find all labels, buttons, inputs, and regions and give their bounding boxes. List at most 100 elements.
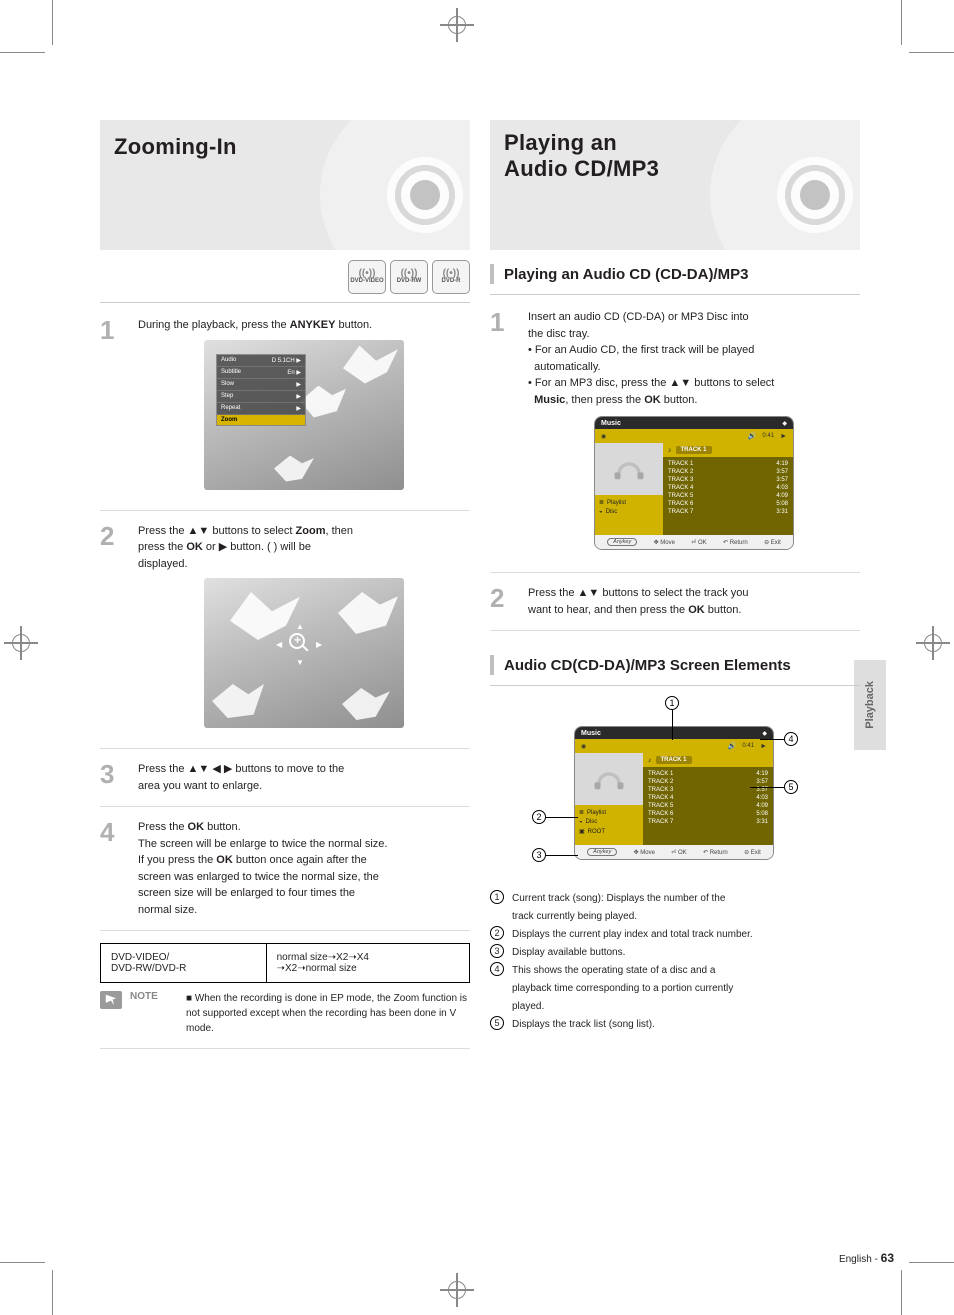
crop-mark [52, 0, 53, 45]
toolbar-time: 0:41 [742, 743, 754, 749]
callout-5: 5 [784, 780, 798, 794]
step-separator [100, 748, 470, 749]
table-row[interactable]: TRACK 44:03 [668, 485, 788, 491]
album-art [595, 443, 663, 495]
leader-line [546, 817, 578, 818]
disc-graphic [320, 120, 470, 250]
step-3: 3 Press the ▲▼ ◀ ▶ buttons to move to th… [100, 761, 470, 794]
annotated-ui-wrapper: Music ◆ ◉ 🔊 0:41 ► ≣Playlist ◒Disc [490, 700, 860, 880]
badge-dvd-r: ((•))DVD-R [432, 260, 470, 294]
disc-icon: ◉ [601, 433, 606, 440]
play-icon: ► [760, 743, 767, 750]
track-list: TRACK 14:19 TRACK 23:57 TRACK 33:57 TRAC… [663, 457, 793, 535]
crop-mark [909, 52, 954, 53]
table-row[interactable]: TRACK 33:57 [668, 477, 788, 483]
step-1: 1 During the playback, press the ANYKEY … [100, 317, 470, 498]
step-separator [100, 510, 470, 511]
rule [100, 1048, 470, 1049]
legend-item: 4This shows the operating state of a dis… [490, 962, 860, 1016]
table-row[interactable]: TRACK 73:31 [668, 509, 788, 515]
speaker-icon: 🔊 [728, 742, 737, 750]
table-row[interactable]: TRACK 14:19 [648, 771, 768, 777]
legend-item: 3Display available buttons. [490, 944, 860, 962]
step-4-text: Press the OK button. The screen will be … [138, 819, 470, 918]
list-item[interactable]: ≣Playlist [579, 809, 639, 816]
step-2-text: Press the ▲▼ buttons to select Zoom, the… [138, 523, 470, 573]
table-row[interactable]: TRACK 54:09 [648, 803, 768, 809]
list-item[interactable]: ▣ROOT [579, 828, 639, 835]
track-list: TRACK 14:19 TRACK 23:57 TRACK 33:57 TRAC… [643, 767, 773, 845]
crop-mark [0, 1262, 45, 1263]
callout-2: 2 [532, 810, 546, 824]
step-4: 4 Press the OK button. The screen will b… [100, 819, 470, 918]
registration-mark [440, 24, 474, 26]
step-2: 2 Press the ▲▼ buttons to select Zoom, t… [100, 523, 470, 737]
registration-mark [20, 626, 22, 660]
table-row[interactable]: TRACK 54:09 [668, 493, 788, 499]
right-step-2-text: Press the ▲▼ buttons to select the track… [528, 585, 860, 618]
leader-line [546, 855, 578, 856]
callout-3: 3 [532, 848, 546, 862]
zoom-table: DVD-VIDEO/DVD-RW/DVD-R normal size➝X2➝X4… [100, 943, 470, 983]
registration-mark [440, 1289, 474, 1291]
feature-header-right: Playing an Audio CD/MP3 [490, 120, 860, 250]
step-separator [490, 572, 860, 573]
feature-header-left: Zooming-In [100, 120, 470, 250]
down-arrow-icon: ▼ [296, 658, 304, 667]
crop-mark [901, 1270, 902, 1315]
table-row[interactable]: TRACK 65:08 [648, 811, 768, 817]
table-row[interactable]: TRACK 23:57 [668, 469, 788, 475]
left-arrow-icon: ◀ [276, 640, 282, 649]
legend-item: 2Displays the current play index and tot… [490, 926, 860, 944]
rule [100, 302, 470, 303]
table-row[interactable]: TRACK 14:19 [668, 461, 788, 467]
crop-mark [0, 52, 45, 53]
note-block: NOTE ■ When the recording is done in EP … [100, 991, 470, 1036]
current-track[interactable]: TRACK 1 [656, 756, 692, 764]
step-separator [100, 930, 470, 931]
crop-mark [909, 1262, 954, 1263]
table-row[interactable]: TRACK 23:57 [648, 779, 768, 785]
toolbar-time: 0:41 [762, 433, 774, 439]
table-cell-zoom: normal size➝X2➝X4➝X2➝normal size [267, 944, 469, 982]
speaker-icon: 🔊 [748, 432, 757, 440]
section-heading: Playing an Audio CD (CD-DA)/MP3 [490, 264, 860, 284]
music-player-ui: Music ◆ ◉ 🔊 0:41 ► ≣Playlist ◒Disc [574, 726, 774, 860]
current-track[interactable]: TRACK 1 [676, 446, 712, 454]
section-heading-label: Playing an Audio CD (CD-DA)/MP3 [504, 266, 748, 283]
music-note-icon: ♪ [648, 757, 652, 764]
screenshot-zoom: ▲ ▼ ◀ ▶ [204, 578, 404, 728]
anykey-button[interactable]: Anykey [587, 848, 617, 856]
step-separator [490, 630, 860, 631]
table-row[interactable]: TRACK 44:03 [648, 795, 768, 801]
section-heading: Audio CD(CD-DA)/MP3 Screen Elements [490, 655, 860, 675]
music-note-icon: ♪ [668, 447, 672, 454]
disc-icon: ◉ [581, 743, 586, 750]
legend-item: 5Displays the track list (song list). [490, 1016, 860, 1034]
list-item[interactable]: ≣Playlist [599, 499, 659, 506]
table-row[interactable]: TRACK 73:31 [648, 819, 768, 825]
list-item[interactable]: ◒Disc [599, 509, 659, 515]
badge-dvd-video: ((•))DVD-VIDEO [348, 260, 386, 294]
rule [490, 685, 860, 686]
rule [490, 294, 860, 295]
right-arrow-icon: ▶ [316, 640, 322, 649]
album-art [575, 753, 643, 805]
ui-footer: Anykey ✥ Move ⏎ OK ↶ Return ⊖ Exit [575, 845, 773, 859]
crop-mark [901, 0, 902, 45]
anykey-button[interactable]: Anykey [607, 538, 637, 546]
media-badges: ((•))DVD-VIDEO ((•))DVD-RW ((•))DVD-R [100, 260, 470, 296]
section-heading-label: Audio CD(CD-DA)/MP3 Screen Elements [504, 657, 791, 674]
disc-graphic [710, 120, 860, 250]
music-player-ui: Music ◆ ◉ 🔊 0:41 ► ≣Pla [594, 416, 794, 550]
play-icon: ► [780, 433, 787, 440]
screenshot-menu: AudioD 5.1CH ▶ SubtitleEn ▶ Slow▶ Step▶ … [204, 340, 404, 490]
legend-item: 1Current track (song): Displays the numb… [490, 890, 860, 926]
step-separator [100, 806, 470, 807]
right-step-2: 2 Press the ▲▼ buttons to select the tra… [490, 585, 860, 618]
table-cell-media: DVD-VIDEO/DVD-RW/DVD-R [101, 944, 267, 982]
table-row[interactable]: TRACK 65:08 [668, 501, 788, 507]
ui-footer: Anykey ✥ Move ⏎ OK ↶ Return ⊖ Exit [595, 535, 793, 549]
list-item[interactable]: ◒Disc [579, 819, 639, 825]
step-1-text: During the playback, press the ANYKEY bu… [138, 317, 470, 334]
